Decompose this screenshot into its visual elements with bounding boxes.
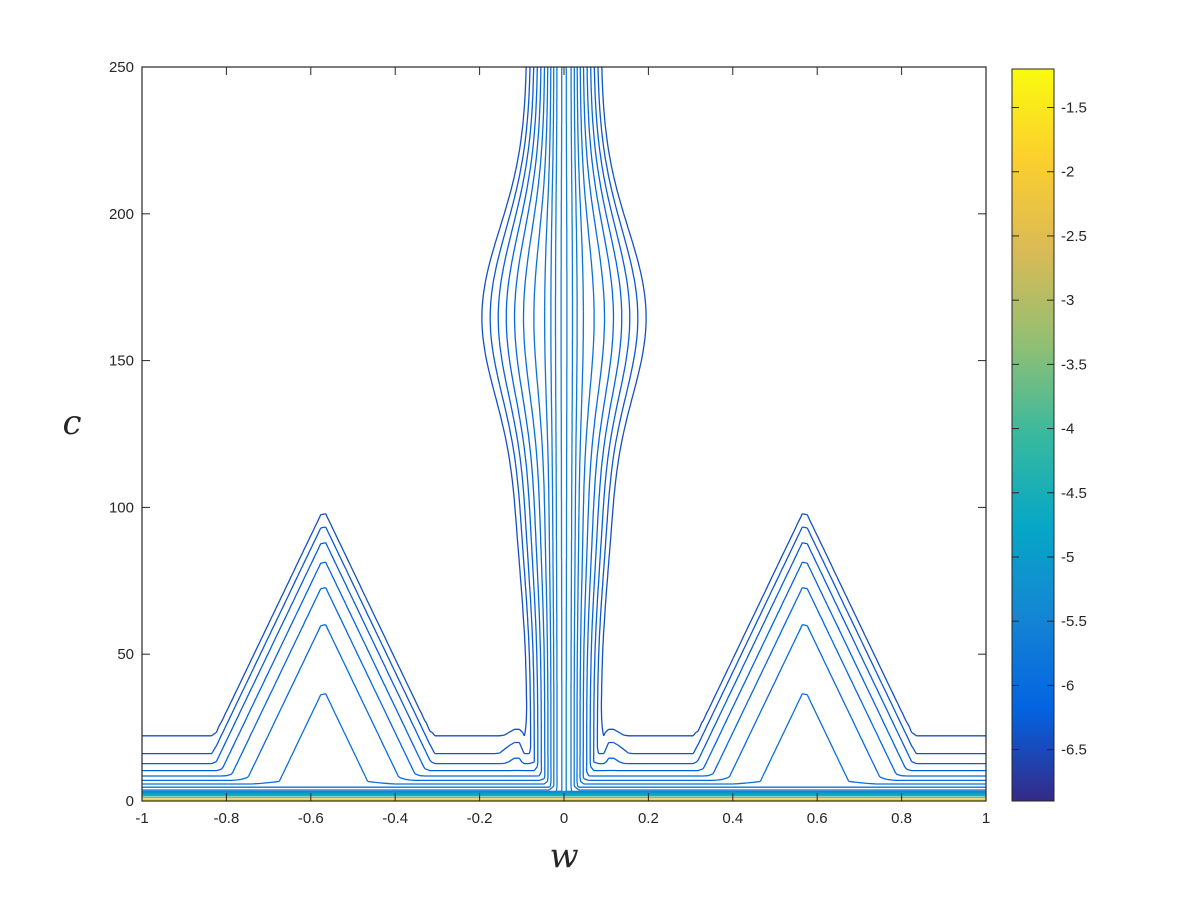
colorbar-tick-label: -2: [1061, 164, 1074, 181]
colorbar-tick-label: -5.5: [1061, 613, 1087, 630]
x-tick-label: -0.6: [298, 810, 324, 827]
contour-line: [142, 67, 986, 788]
contour-line: [142, 67, 986, 737]
plot-background: [142, 67, 986, 801]
x-tick-label: 0.4: [722, 810, 743, 827]
y-tick-label: 0: [126, 793, 134, 810]
colorbar-tick-label: -4: [1061, 421, 1074, 438]
x-tick-label: 1: [982, 810, 990, 827]
y-tick-label: 200: [109, 206, 134, 223]
x-axis-label: w: [549, 836, 578, 876]
colorbar-ticks: -6.5 -6 -5.5 -5 -4.5 -4 -3.5 -3 -2.5 -2 -1.5: [1012, 100, 1087, 759]
contour-line: [142, 67, 986, 765]
x-tick-label: -0.2: [467, 810, 493, 827]
colorbar-tick-label: -2.5: [1061, 228, 1087, 245]
contour-line: [142, 67, 986, 782]
colorbar-tick-label: -6: [1061, 677, 1074, 694]
y-tick-label: 100: [109, 499, 134, 516]
colorbar-tick-label: -1.5: [1061, 100, 1087, 117]
x-axis: -1 -0.8 -0.6 -0.4 -0.2 0 0.2 0.4 0.6 0.8 1: [135, 67, 990, 827]
colorbar-tick-label: -5: [1061, 549, 1074, 566]
y-tick-label: 250: [109, 59, 134, 76]
contour-line: [142, 67, 986, 777]
contour-line: [142, 67, 986, 772]
colorbar-tick-label: -3.5: [1061, 356, 1087, 373]
y-axis: 0 50 100 150 200 250: [109, 59, 986, 810]
x-tick-label: 0.2: [638, 810, 659, 827]
y-axis-label: c: [62, 403, 81, 443]
contour-line: [142, 67, 986, 755]
contour-lines: [142, 67, 986, 801]
x-tick-label: 0.6: [807, 810, 828, 827]
x-tick-label: 0.8: [891, 810, 912, 827]
contour-line: [142, 67, 986, 791]
x-tick-label: -0.8: [213, 810, 239, 827]
colorbar-tick-label: -3: [1061, 292, 1074, 309]
x-tick-label: -0.4: [382, 810, 408, 827]
colorbar: -6.5 -6 -5.5 -5 -4.5 -4 -3.5 -3 -2.5 -2 -1.5: [1011, 68, 1087, 802]
colorbar-tick-label: -6.5: [1061, 742, 1087, 759]
y-tick-label: 50: [117, 646, 134, 663]
colorbar-gradient: [1011, 68, 1055, 802]
contour-line: [142, 67, 986, 785]
y-tick-label: 150: [109, 353, 134, 370]
x-tick-label: -1: [135, 810, 148, 827]
plot-area: [141, 66, 987, 802]
colorbar-tick-label: -4.5: [1061, 485, 1087, 502]
x-tick-label: 0: [560, 810, 568, 827]
